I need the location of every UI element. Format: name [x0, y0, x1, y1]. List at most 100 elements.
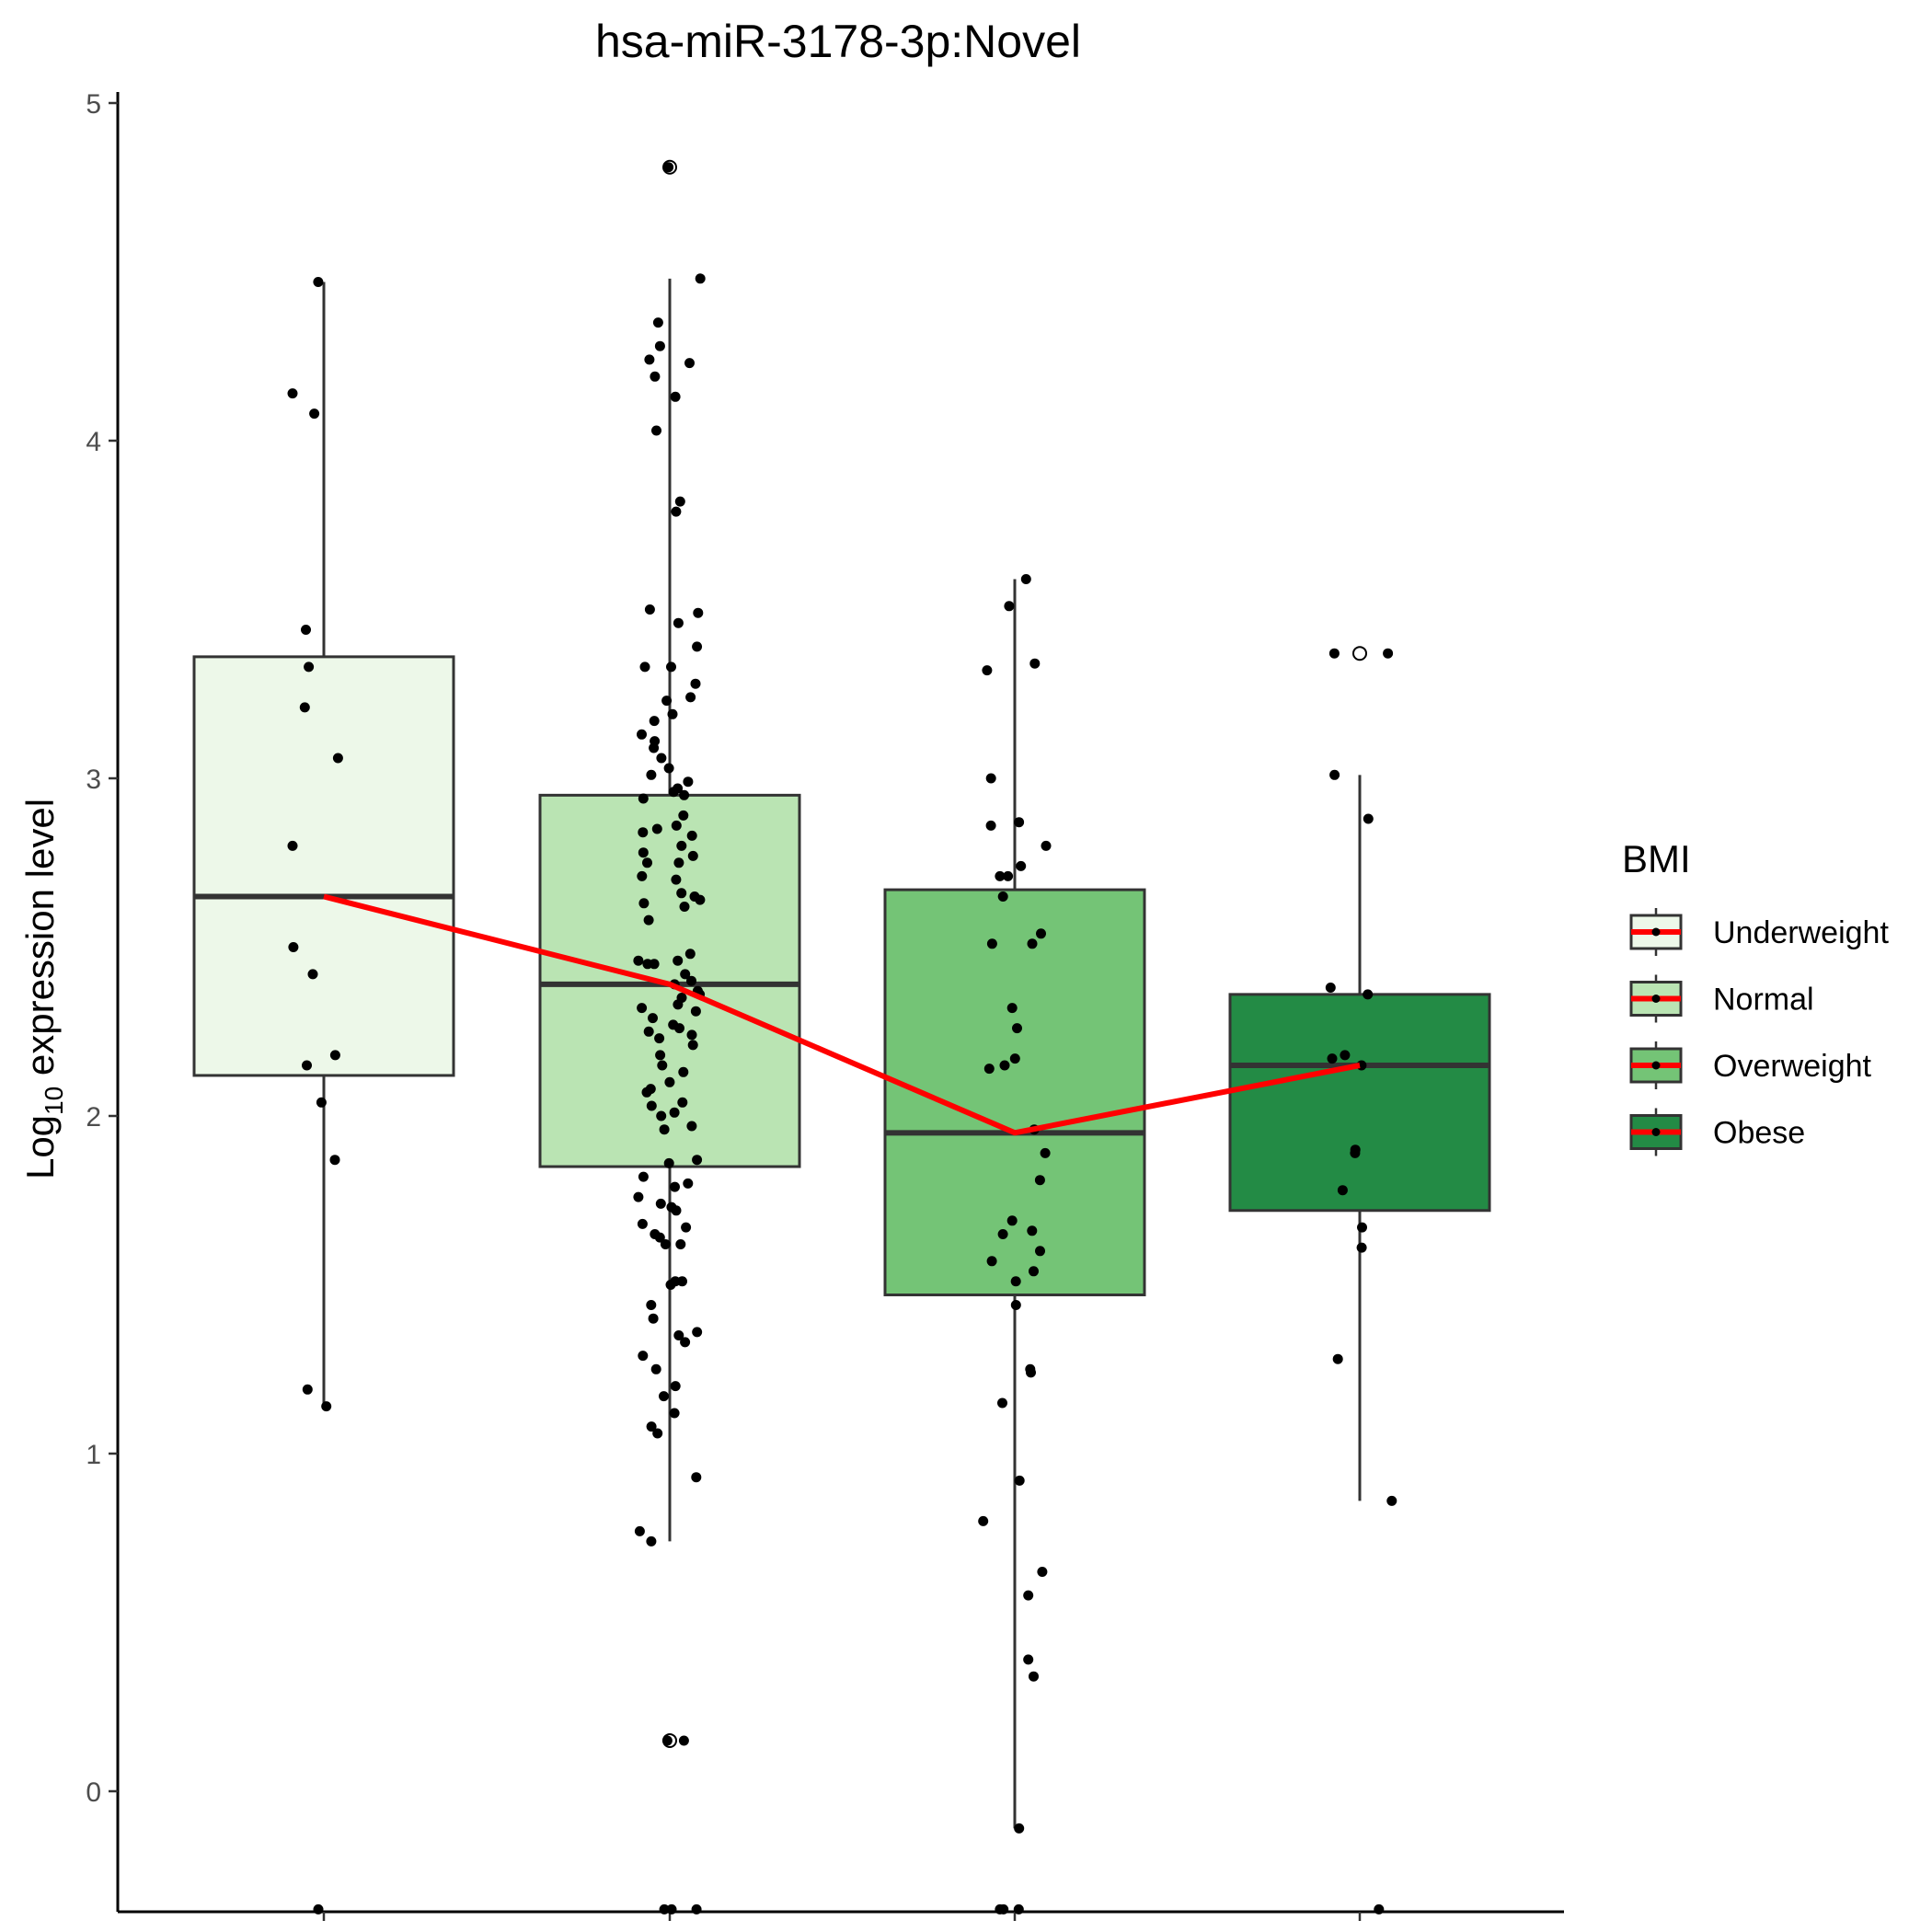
data-point: [654, 1033, 665, 1044]
data-point: [1332, 1353, 1343, 1364]
data-point: [670, 391, 681, 402]
data-point: [691, 1903, 702, 1915]
outlier-point: [1352, 646, 1367, 661]
legend-key-point: [1651, 1128, 1661, 1136]
data-point: [1029, 1266, 1039, 1277]
data-point: [663, 1157, 674, 1168]
data-point: [986, 938, 997, 949]
box-overweight: [883, 579, 1146, 1829]
data-point: [638, 847, 649, 858]
data-point: [652, 317, 663, 328]
data-point: [656, 1110, 667, 1121]
data-point: [686, 830, 697, 841]
data-point: [646, 1300, 657, 1310]
data-point: [650, 371, 661, 382]
box-normal: [538, 159, 801, 1748]
data-point: [1036, 928, 1046, 939]
data-point: [288, 942, 299, 952]
data-point: [1363, 813, 1374, 824]
data-point: [1016, 860, 1027, 871]
data-point: [638, 898, 650, 909]
data-point: [671, 874, 682, 885]
data-point: [982, 665, 993, 676]
data-point: [667, 708, 678, 719]
data-point: [651, 823, 662, 834]
data-point: [307, 969, 318, 980]
points-underweight: [287, 277, 343, 1915]
data-point: [680, 969, 691, 980]
data-point: [1009, 1053, 1020, 1064]
data-point: [1027, 938, 1038, 949]
data-point: [997, 891, 1008, 902]
data-point: [681, 1222, 692, 1233]
data-point: [668, 787, 679, 798]
data-point: [676, 888, 687, 899]
legend-key-point: [1651, 927, 1661, 937]
legend-label: Normal: [1713, 983, 1814, 1018]
data-point: [652, 1428, 663, 1439]
data-point: [673, 955, 684, 966]
data-point: [302, 1384, 313, 1395]
data-point: [998, 1903, 1009, 1915]
data-point: [655, 1198, 666, 1209]
data-point: [1014, 817, 1025, 828]
data-point: [670, 1181, 680, 1192]
data-point: [671, 1205, 682, 1216]
legend-item-obese: Obese: [1629, 1108, 1805, 1156]
y-axis-label: Log10 expression level: [18, 799, 68, 1179]
data-point: [664, 1076, 675, 1087]
data-point: [633, 955, 644, 966]
data-point: [1337, 1185, 1348, 1196]
data-point: [661, 696, 673, 707]
data-point: [643, 914, 654, 926]
data-point: [1040, 1147, 1051, 1158]
data-point: [646, 1535, 657, 1547]
data-point: [1383, 648, 1394, 659]
legend-key-point: [1651, 995, 1661, 1003]
data-point: [633, 1191, 644, 1202]
data-point: [654, 1232, 665, 1243]
data-point: [313, 1903, 324, 1915]
data-point: [649, 742, 660, 753]
data-point: [1356, 1242, 1367, 1253]
data-point: [1010, 1276, 1021, 1287]
data-point: [316, 1097, 327, 1108]
y-tick-label: 0: [86, 1777, 101, 1808]
data-point: [669, 1408, 680, 1419]
data-point: [1325, 983, 1336, 993]
legend-item-underweight: Underweight: [1629, 908, 1889, 956]
data-point: [1029, 1671, 1039, 1682]
data-point: [654, 340, 665, 351]
data-point: [997, 1229, 1008, 1239]
data-point: [686, 1121, 697, 1132]
plot-area: 0 1 2 3 4 5: [86, 89, 1564, 1921]
data-point: [695, 273, 706, 284]
legend-label: Overweight: [1713, 1049, 1872, 1084]
data-point: [659, 1124, 670, 1135]
data-point: [666, 1903, 677, 1915]
data-point: [1340, 1050, 1351, 1061]
data-point: [687, 850, 698, 861]
data-point: [679, 789, 690, 800]
data-point: [663, 162, 674, 173]
data-point: [677, 1276, 687, 1287]
data-point: [313, 277, 324, 287]
data-point: [666, 661, 676, 673]
data-point: [684, 358, 695, 369]
data-point: [649, 716, 660, 727]
y-tick-label: 1: [86, 1440, 101, 1470]
box-underweight: [192, 282, 455, 1407]
data-point: [651, 425, 661, 436]
data-point: [637, 1218, 648, 1229]
data-point: [985, 773, 996, 784]
data-point: [321, 1401, 332, 1412]
data-point: [1327, 1053, 1338, 1064]
data-point: [637, 729, 647, 740]
data-point: [1014, 1823, 1025, 1834]
data-point: [985, 820, 996, 831]
median-trend-line: [323, 893, 1361, 1136]
chart-title: hsa-miR-3178-3p:Novel: [595, 16, 1081, 67]
data-point: [692, 641, 703, 652]
data-point: [637, 1003, 648, 1014]
